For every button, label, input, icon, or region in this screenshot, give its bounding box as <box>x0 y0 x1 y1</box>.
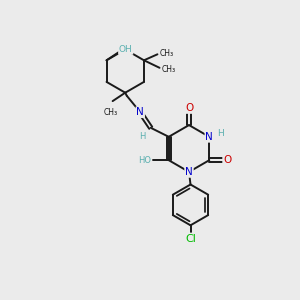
Text: H: H <box>217 129 224 138</box>
Text: Cl: Cl <box>185 233 196 244</box>
Text: N: N <box>206 132 213 142</box>
Text: CH₃: CH₃ <box>160 49 174 58</box>
Text: O: O <box>223 155 231 165</box>
Text: N: N <box>136 107 144 117</box>
Text: H: H <box>139 132 146 141</box>
Text: O: O <box>185 103 193 113</box>
Text: OH: OH <box>119 45 133 54</box>
Text: HO: HO <box>138 156 151 165</box>
Text: CH₃: CH₃ <box>104 108 118 117</box>
Text: N: N <box>185 167 193 177</box>
Text: CH₃: CH₃ <box>162 64 176 74</box>
